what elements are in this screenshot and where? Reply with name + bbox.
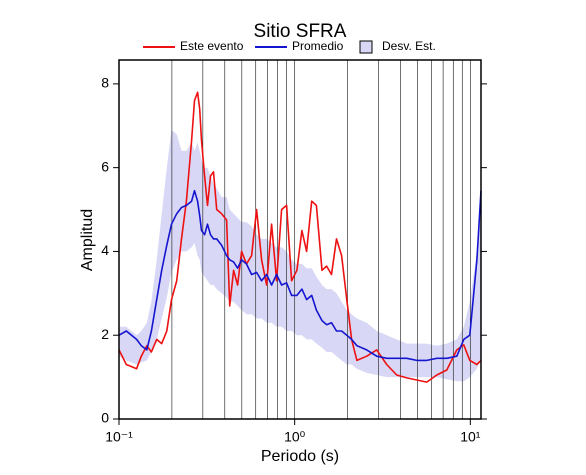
- legend-label: Este evento: [180, 39, 244, 53]
- x-tick-label: 10⁰: [284, 429, 306, 445]
- y-tick-label: 4: [101, 242, 109, 258]
- legend-swatch: [359, 40, 373, 54]
- x-tick-label: 10¹: [460, 429, 481, 445]
- plot-frame: [118, 59, 482, 420]
- y-tick-label: 0: [101, 410, 109, 426]
- y-tick-label: 8: [101, 75, 109, 91]
- legend-label: Promedio: [292, 39, 344, 53]
- series-line: [118, 91, 482, 383]
- chart-title: Sitio SFRA: [254, 21, 347, 42]
- std-band: [119, 130, 481, 382]
- y-tick-label: 6: [101, 158, 109, 174]
- x-tick-label: 10⁻¹: [105, 429, 133, 445]
- y-axis-label: Amplitud: [79, 209, 96, 271]
- y-tick-label: 2: [101, 326, 109, 342]
- series-line: [118, 189, 482, 362]
- legend-label: Desv. Est.: [382, 39, 436, 53]
- x-axis-label: Periodo (s): [261, 448, 339, 465]
